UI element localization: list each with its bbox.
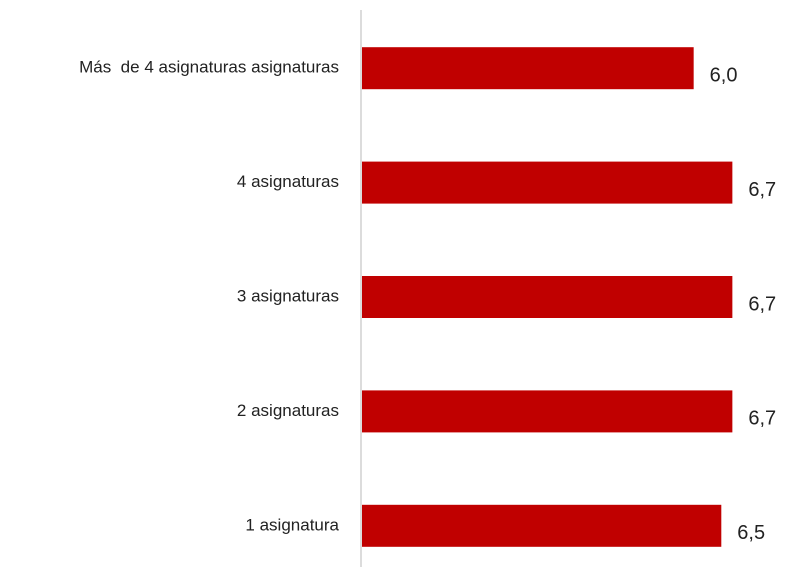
bar (362, 504, 722, 547)
category-label: 2 asignaturas (237, 401, 339, 420)
bar (362, 390, 733, 433)
bars-group (362, 47, 733, 547)
category-label: Más de 4 asignaturas asignaturas (79, 58, 339, 77)
bar (362, 276, 733, 318)
category-labels-group: Más de 4 asignaturas asignaturas 4 asigna… (79, 58, 339, 535)
category-label: 3 asignaturas (237, 286, 339, 305)
bar (362, 161, 733, 204)
value-label: 6,0 (710, 64, 738, 86)
value-label: 6,5 (737, 522, 765, 544)
value-label: 6,7 (748, 408, 776, 430)
value-label: 6,7 (748, 179, 776, 201)
value-labels-group: 6,0 6,7 6,7 6,7 6,5 (710, 64, 777, 544)
category-label: 4 asignaturas (237, 172, 339, 191)
value-label: 6,7 (748, 293, 776, 315)
category-label: 1 asignatura (245, 515, 339, 534)
bar (362, 47, 694, 90)
